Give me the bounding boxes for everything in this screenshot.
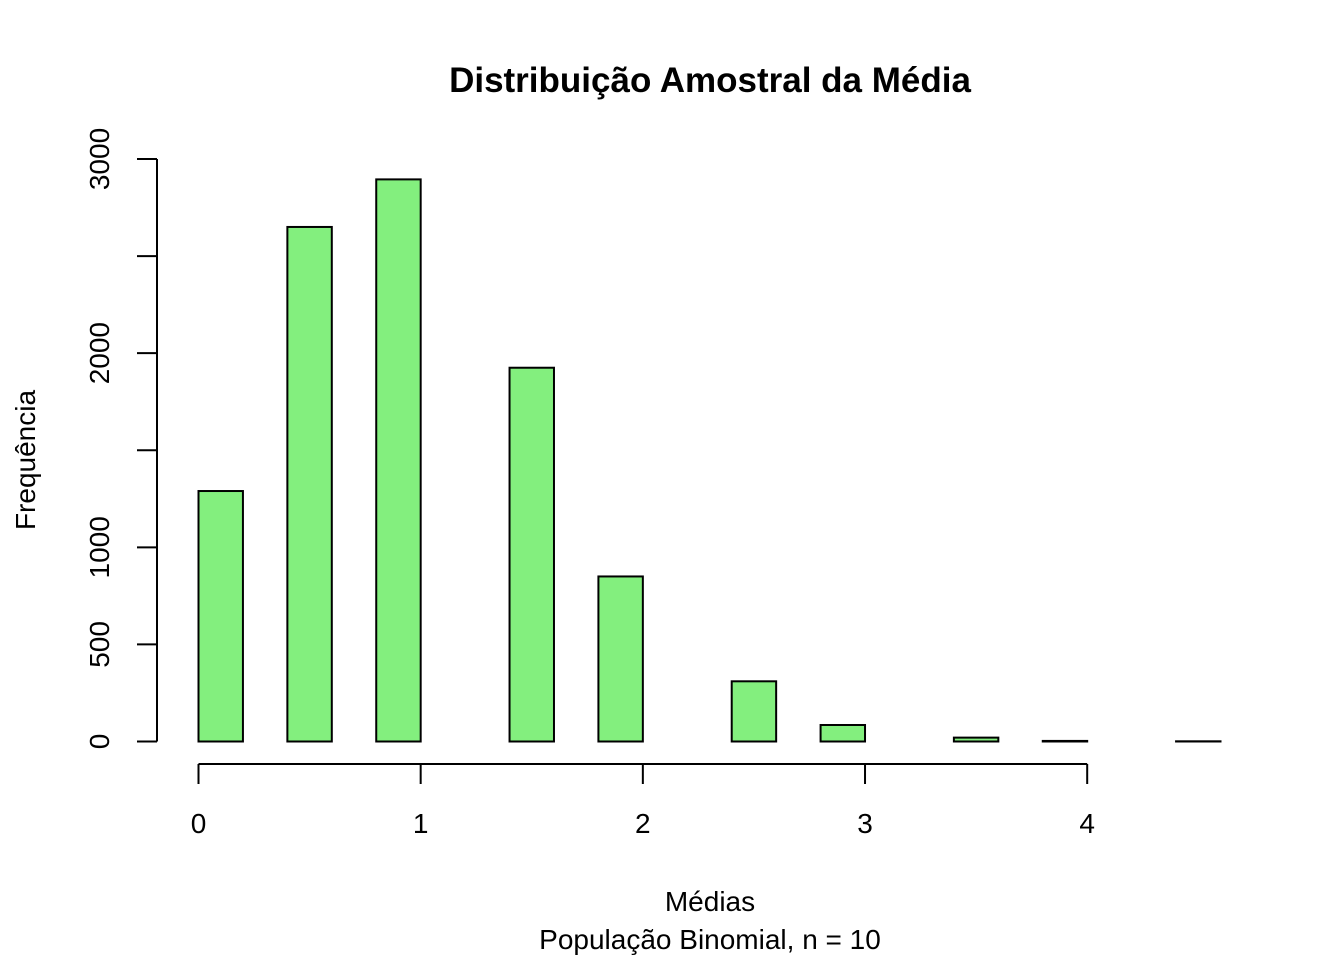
x-tick-label-4: 4	[1079, 808, 1095, 839]
bars-group	[197, 178, 1222, 743]
y-tick-label-1: 500	[84, 621, 115, 668]
bar-7	[730, 680, 778, 743]
bar-2	[375, 178, 422, 743]
bar-10	[952, 736, 1000, 743]
x-axis: 0 1 2 3 4	[191, 763, 1095, 839]
y-tick-label-2: 1000	[84, 516, 115, 578]
bar-11	[1041, 739, 1089, 743]
bar-1	[286, 225, 333, 743]
x-tick-label-0: 0	[191, 808, 207, 839]
x-tick-label-3: 3	[857, 808, 873, 839]
bar-0	[197, 490, 244, 743]
y-axis: 0 500 1000 2000 3000	[84, 128, 158, 750]
y-tick-label-4: 2000	[84, 322, 115, 384]
y-tick-label-0: 0	[84, 734, 115, 750]
bar-8	[819, 723, 867, 743]
x-axis-subtitle: População Binomial, n = 10	[539, 924, 881, 955]
y-tick-label-6: 3000	[84, 128, 115, 190]
x-tick-label-2: 2	[635, 808, 651, 839]
y-axis-label: Frequência	[10, 390, 41, 531]
x-axis-label: Médias	[665, 886, 755, 917]
x-tick-label-1: 1	[413, 808, 429, 839]
bar-5	[597, 575, 644, 743]
chart-title: Distribuição Amostral da Média	[449, 61, 971, 100]
bar-4	[508, 366, 555, 743]
